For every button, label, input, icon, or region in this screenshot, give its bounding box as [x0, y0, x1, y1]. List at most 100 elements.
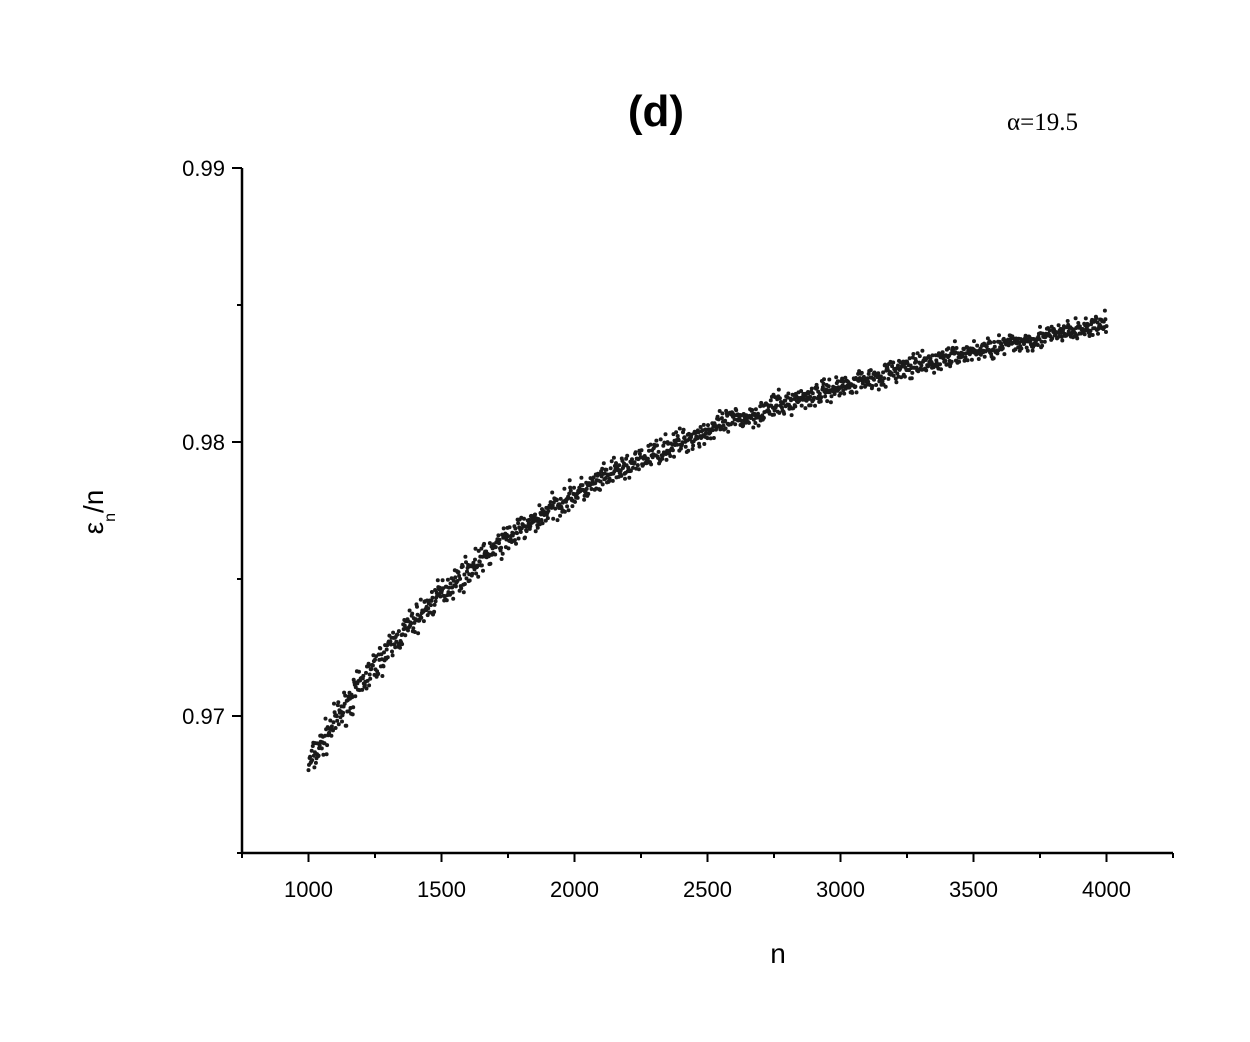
- data-point: [361, 673, 366, 678]
- data-point: [872, 377, 876, 382]
- data-point: [675, 434, 680, 438]
- data-point: [654, 438, 659, 443]
- data-point: [631, 465, 635, 470]
- data-point: [540, 521, 545, 526]
- data-point: [1094, 316, 1099, 321]
- data-point: [321, 752, 326, 757]
- data-point: [550, 490, 555, 495]
- data-point: [957, 359, 962, 364]
- data-point: [964, 351, 969, 356]
- data-point: [499, 545, 504, 550]
- data-point: [553, 506, 558, 511]
- data-point: [479, 546, 484, 551]
- data-point: [894, 380, 899, 385]
- data-point: [368, 676, 373, 681]
- data-point: [609, 459, 614, 464]
- data-point: [334, 714, 339, 719]
- data-point: [721, 423, 726, 428]
- x-tick-label: 1500: [417, 877, 466, 902]
- data-point: [477, 559, 482, 564]
- data-point: [960, 351, 965, 356]
- data-point: [789, 398, 793, 403]
- data-point: [1024, 345, 1029, 350]
- data-point: [366, 661, 371, 666]
- data-point: [396, 629, 401, 634]
- data-point: [444, 598, 449, 603]
- data-point: [1059, 334, 1064, 339]
- data-point: [882, 376, 887, 381]
- data-point: [1017, 340, 1022, 345]
- data-point: [565, 504, 570, 509]
- data-point: [717, 409, 722, 413]
- data-point: [840, 376, 845, 381]
- data-point: [621, 464, 626, 469]
- data-point: [327, 730, 332, 735]
- data-point: [342, 701, 347, 706]
- data-point: [683, 444, 688, 449]
- data-point: [1102, 308, 1107, 313]
- data-point: [716, 417, 721, 422]
- data-point: [568, 485, 573, 490]
- data-point: [661, 443, 666, 448]
- data-point: [697, 444, 702, 449]
- data-point: [1002, 352, 1007, 357]
- data-point: [1083, 316, 1088, 321]
- data-point: [506, 534, 510, 539]
- data-point: [995, 351, 1000, 356]
- data-point: [311, 753, 316, 758]
- data-point: [421, 619, 426, 624]
- data-point: [883, 384, 888, 389]
- data-point: [343, 693, 348, 698]
- data-point: [880, 379, 885, 384]
- data-point: [939, 367, 943, 372]
- data-point: [818, 399, 823, 404]
- data-point: [988, 340, 993, 345]
- data-point: [1076, 321, 1081, 325]
- data-point: [1075, 336, 1080, 341]
- data-point: [410, 611, 415, 616]
- data-point: [493, 545, 498, 550]
- data-point: [965, 358, 970, 363]
- data-point: [699, 436, 704, 440]
- data-point: [1060, 338, 1065, 343]
- data-point: [580, 483, 585, 488]
- data-point: [909, 376, 914, 381]
- data-point: [446, 585, 451, 590]
- data-point: [336, 722, 341, 727]
- data-point: [450, 590, 455, 595]
- data-point: [1008, 338, 1013, 343]
- data-point: [598, 479, 603, 484]
- data-point: [360, 687, 365, 692]
- data-point: [463, 554, 468, 559]
- data-point: [819, 395, 824, 400]
- data-point: [930, 353, 935, 358]
- data-point: [878, 374, 883, 379]
- data-point: [351, 705, 356, 710]
- data-point: [753, 421, 758, 425]
- data-point: [934, 360, 939, 365]
- data-point: [829, 394, 834, 399]
- data-point: [1039, 339, 1044, 344]
- x-tick-label: 3000: [816, 877, 865, 902]
- data-point: [331, 728, 335, 733]
- data-point: [558, 496, 563, 501]
- data-point: [835, 379, 840, 384]
- data-point: [866, 379, 871, 384]
- data-point: [637, 451, 642, 456]
- data-point: [575, 495, 580, 500]
- data-point: [675, 442, 680, 447]
- data-point: [808, 403, 813, 408]
- data-point: [702, 442, 707, 446]
- data-point: [828, 400, 833, 405]
- data-point: [751, 425, 756, 430]
- data-point: [566, 494, 571, 499]
- data-point: [768, 398, 773, 403]
- data-point: [430, 595, 435, 600]
- data-point: [610, 478, 615, 483]
- data-point: [589, 487, 594, 491]
- data-point: [635, 463, 640, 468]
- data-point: [708, 436, 713, 441]
- data-point: [792, 397, 797, 401]
- data-point: [991, 356, 996, 361]
- data-point: [628, 468, 633, 473]
